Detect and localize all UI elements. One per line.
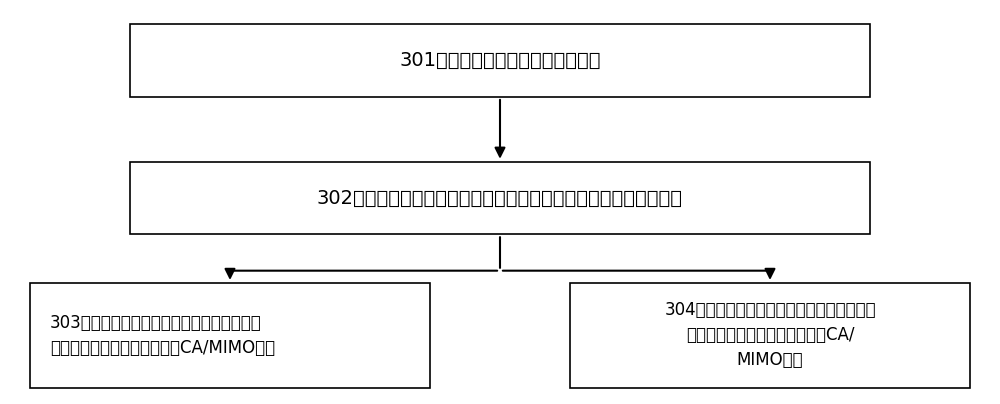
Text: 303、若终端的当前数据传输速率大于预设数
据传输速率阈值，则终端启动CA/MIMO配置: 303、若终端的当前数据传输速率大于预设数 据传输速率阈值，则终端启动CA/MI…	[50, 314, 275, 357]
Bar	[130, 24, 870, 97]
Bar	[30, 283, 430, 388]
Text: 302、判断终端的当前数据传输速率是否大于预设数据传输速率阈值: 302、判断终端的当前数据传输速率是否大于预设数据传输速率阈值	[317, 188, 683, 208]
Bar	[570, 283, 970, 388]
Text: 304、若终端的当前数据传输速率不大于预设
数据传输速率阈值，则终端关闭CA/
MIMO配置: 304、若终端的当前数据传输速率不大于预设 数据传输速率阈值，则终端关闭CA/ …	[664, 301, 876, 369]
Bar	[130, 162, 870, 234]
Text: 301、获取终端的当前数据传输速率: 301、获取终端的当前数据传输速率	[399, 51, 601, 70]
